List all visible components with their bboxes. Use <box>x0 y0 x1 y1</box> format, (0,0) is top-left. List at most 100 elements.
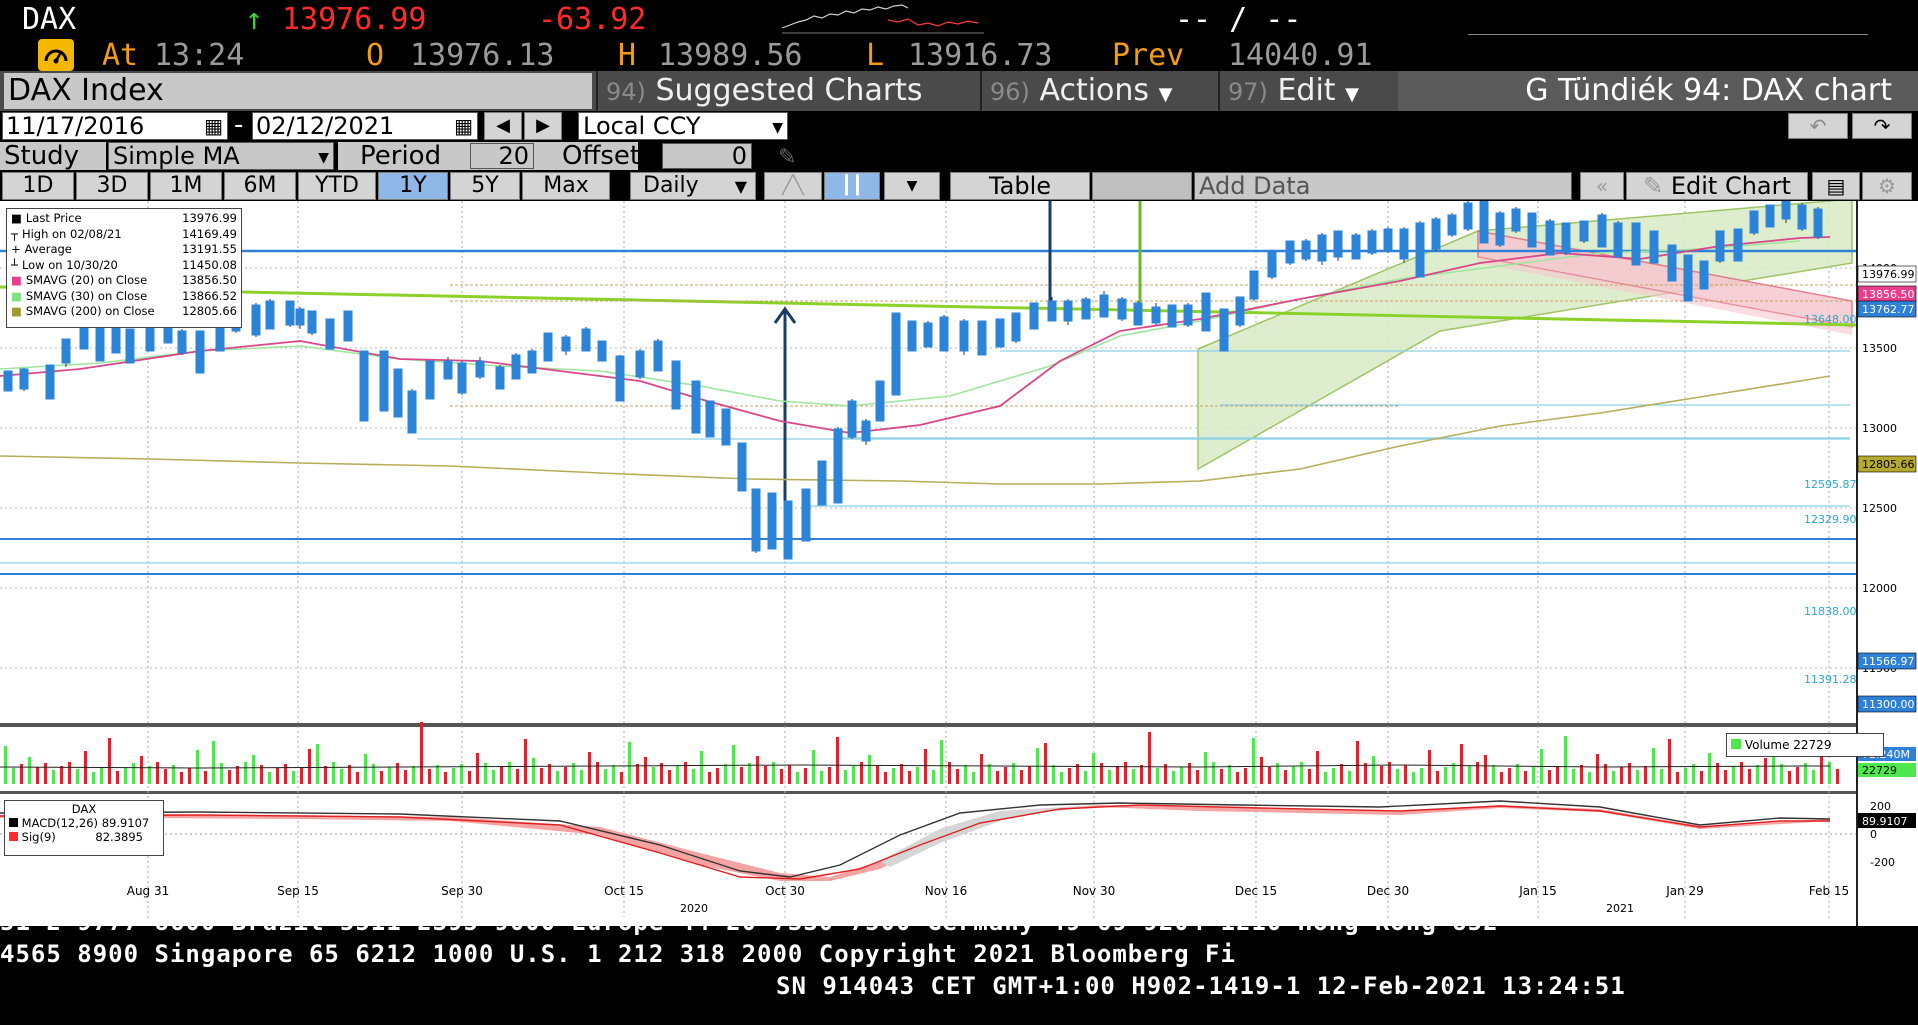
candle-body <box>511 354 521 380</box>
volume-bar <box>924 749 927 784</box>
volume-bar <box>1740 762 1743 784</box>
candle-body <box>1813 208 1823 238</box>
signal-line <box>0 804 1830 880</box>
volume-bar <box>1532 767 1535 784</box>
frequency-select[interactable]: Daily ▼ <box>630 172 756 200</box>
legend-label-text: SMAVG (30) on Close <box>25 288 148 303</box>
legend-row: ■ SMAVG (20) on Close 13856.50 <box>11 273 237 289</box>
volume-bar <box>1404 765 1407 784</box>
sma30-line <box>0 240 1801 407</box>
up-arrow-icon: ↑ <box>245 2 264 37</box>
range-button-5y[interactable]: 5Y <box>450 172 520 200</box>
range-button-1d[interactable]: 1D <box>2 172 74 200</box>
edit-chart-button[interactable]: ✎ Edit Chart <box>1626 172 1808 200</box>
start-date-field[interactable]: 11/17/2016 ▦ <box>2 112 228 140</box>
legend-label-text: SMAVG (20) on Close <box>25 273 148 287</box>
security-field[interactable]: DAX Index <box>4 73 592 109</box>
gauge-icon[interactable] <box>38 39 74 71</box>
actions-menu[interactable]: 96) Actions ▼ <box>980 71 1214 111</box>
range-button-1y[interactable]: 1Y <box>378 172 448 200</box>
ticker-line-2: 4565 8900 Singapore 65 6212 1000 U.S. 1 … <box>0 940 1236 968</box>
volume-bar <box>180 772 183 784</box>
candle-body <box>1447 214 1457 236</box>
volume-bar <box>820 771 823 784</box>
candle-chart-icon[interactable]: ┃┃ <box>824 172 880 200</box>
volume-bar <box>564 767 567 784</box>
line-chart-icon[interactable]: ╱╲ <box>764 172 822 200</box>
edit-chart-label: Edit Chart <box>1670 172 1791 200</box>
volume-bar <box>828 767 831 784</box>
volume-bar <box>1100 763 1103 784</box>
volume-bar <box>1748 769 1751 784</box>
price-chart[interactable]: 14000135001300012500120001150013976.9913… <box>0 201 1918 931</box>
volume-bar <box>1044 743 1047 784</box>
next-period-button[interactable]: ▶ <box>524 112 562 140</box>
suggested-charts-menu[interactable]: 94) Suggested Charts <box>596 71 976 111</box>
range-button-3d[interactable]: 3D <box>76 172 148 200</box>
candle-body <box>1029 302 1039 330</box>
chart-type-dropdown[interactable]: ▼ <box>884 172 940 200</box>
volume-bar <box>1572 769 1575 784</box>
add-data-field[interactable]: Add Data <box>1194 172 1572 200</box>
study-select[interactable]: Simple MA ▼ <box>108 142 334 170</box>
price-tag-label: 11300.00 <box>1862 698 1915 711</box>
prev-close: 14040.91 <box>1228 38 1373 73</box>
candle-body <box>3 370 13 392</box>
volume-swatch-icon <box>1731 739 1741 749</box>
candle-body <box>1597 214 1607 248</box>
volume-bar <box>316 744 319 784</box>
calendar-icon[interactable]: ▦ <box>454 114 473 138</box>
price-axis-tick: 12500 <box>1862 502 1897 515</box>
currency-select[interactable]: Local CCY ▼ <box>578 112 788 140</box>
candle-body <box>1561 222 1571 254</box>
offset-input[interactable]: 0 <box>662 143 752 169</box>
chevron-down-icon: ▼ <box>772 120 783 136</box>
candle-body <box>1511 208 1521 232</box>
volume-bar <box>1012 763 1015 784</box>
actions-label: Actions <box>1039 73 1150 108</box>
edit-menu[interactable]: 97) Edit ▼ <box>1218 71 1394 111</box>
range-button-max[interactable]: Max <box>522 172 610 200</box>
header-divider <box>1468 34 1868 35</box>
legend-row: ┴ Low on 10/30/20 11450.08 <box>11 258 237 274</box>
pen-icon[interactable]: ✎ <box>778 144 797 169</box>
volume-bar <box>1396 769 1399 784</box>
volume-bar <box>244 762 247 784</box>
candle-body <box>1133 302 1143 326</box>
volume-bar <box>700 751 703 784</box>
candle-body <box>1797 204 1807 230</box>
range-button-1m[interactable]: 1M <box>150 172 222 200</box>
volume-bar <box>324 766 327 784</box>
candle-body <box>671 360 681 410</box>
gear-icon[interactable]: ⚙ <box>1862 172 1912 200</box>
volume-bar <box>1556 766 1559 784</box>
candle-body <box>1649 230 1659 264</box>
legend-label: ■ SMAVG (200) on Close <box>11 304 155 320</box>
candle-body <box>325 318 335 350</box>
candle-body <box>1667 244 1677 282</box>
chart-settings-icon[interactable]: ▤ <box>1812 172 1860 200</box>
volume-bar <box>1660 769 1663 784</box>
up-arrow-icon <box>773 306 797 324</box>
table-button[interactable]: Table <box>950 172 1090 200</box>
volume-bar <box>1356 741 1359 784</box>
volume-bar <box>1564 736 1567 784</box>
period-input[interactable]: 20 <box>470 143 534 169</box>
x-axis-label: Sep 30 <box>441 884 483 898</box>
undo-button[interactable]: ↶ <box>1788 113 1848 139</box>
prev-period-button[interactable]: ◀ <box>484 112 522 140</box>
candle-body <box>1047 300 1057 322</box>
volume-bar <box>220 763 223 784</box>
volume-bar <box>1108 770 1111 784</box>
range-button-6m[interactable]: 6M <box>224 172 296 200</box>
end-date-field[interactable]: 02/12/2021 ▦ <box>252 112 478 140</box>
legend-label: ┬ High on 02/08/21 <box>11 227 122 243</box>
legend-row: ■ SMAVG (30) on Close 13866.52 <box>11 289 237 305</box>
volume-bar <box>452 768 455 784</box>
volume-bar <box>540 768 543 784</box>
redo-button[interactable]: ↷ <box>1852 113 1912 139</box>
range-button-ytd[interactable]: YTD <box>298 172 376 200</box>
calendar-icon[interactable]: ▦ <box>204 114 223 138</box>
collapse-icon[interactable]: « <box>1580 172 1624 200</box>
volume-bar <box>1436 771 1439 784</box>
